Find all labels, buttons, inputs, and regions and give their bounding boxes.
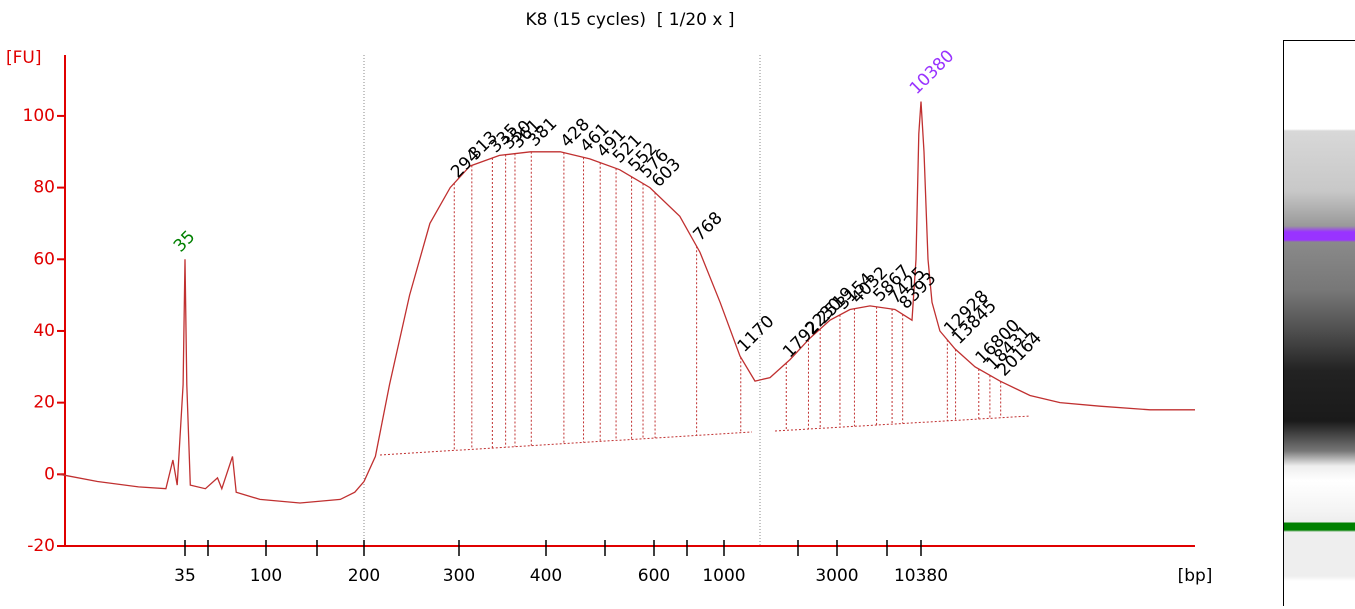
chart: K8 (15 cycles) [ 1/20 x ] [FU] [bp] -20 0…: [6, 10, 1213, 586]
marker-label: 35: [170, 227, 199, 256]
x-tick-label: 200: [348, 566, 380, 586]
x-tick-label: 1000: [702, 566, 745, 586]
y-tick-label: -20: [27, 536, 55, 556]
y-tick-label: 100: [23, 106, 55, 126]
chart-title: K8 (15 cycles) [ 1/20 x ]: [526, 10, 735, 30]
peak-label: 1170: [734, 312, 779, 357]
y-tick-label: 40: [33, 321, 55, 341]
y-tick-label: 20: [33, 393, 55, 413]
x-tick-label: 400: [530, 566, 562, 586]
x-tick-label: 10380: [894, 566, 948, 586]
x-tick-label: 600: [638, 566, 670, 586]
x-tick-label: 3000: [815, 566, 858, 586]
peak-label: 768: [690, 208, 727, 245]
y-axis-label: [FU]: [6, 48, 42, 68]
trace: [59, 101, 1195, 504]
baseline: [379, 431, 753, 456]
baseline: [774, 415, 1031, 432]
marker-label: 10380: [906, 46, 958, 98]
x-tick-label: 300: [443, 566, 475, 586]
x-tick-label: 35: [174, 566, 196, 586]
y-tick-label: 80: [33, 178, 55, 198]
x-tick-label: 100: [250, 566, 282, 586]
y-tick-label: 0: [44, 464, 55, 484]
x-axis-label: [bp]: [1178, 566, 1213, 586]
gel-image: [1283, 40, 1355, 606]
y-tick-label: 60: [33, 249, 55, 269]
